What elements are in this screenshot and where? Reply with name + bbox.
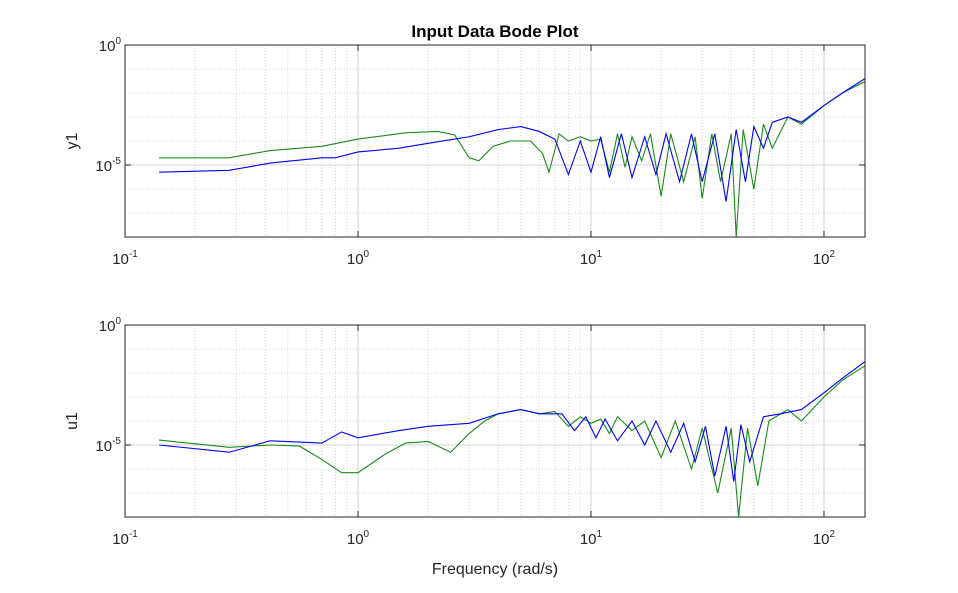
series-line-series_2	[158, 361, 865, 482]
axes-box	[124, 44, 866, 238]
x-tick-label: 101	[580, 249, 603, 268]
x-tick-label: 100	[347, 249, 370, 268]
x-tick-label-exponent: 1	[597, 249, 603, 260]
series-line-series_1	[158, 365, 865, 517]
x-tick-label: 102	[813, 249, 836, 268]
x-tick-label-exponent: 2	[830, 249, 836, 260]
y-tick-label-base: 10	[99, 318, 116, 335]
x-tick-label: 102	[813, 529, 836, 548]
y-tick-label: 100	[99, 316, 122, 335]
x-tick-label-exponent: 0	[364, 249, 370, 260]
chart-title: Input Data Bode Plot	[411, 22, 579, 41]
y-axis-label-y1: y1	[64, 132, 81, 149]
x-tick-label-base: 10	[813, 531, 830, 548]
axes-box	[124, 324, 866, 518]
x-tick-label-base: 10	[580, 251, 597, 268]
x-tick-label-exponent: 2	[830, 529, 836, 540]
y-axis-label-u1: u1	[64, 412, 81, 430]
x-tick-label: 10-1	[112, 529, 138, 548]
x-tick-label-base: 10	[580, 531, 597, 548]
series-line-series_2	[159, 78, 865, 202]
y-tick-label-base: 10	[95, 438, 112, 455]
y-tick-label-base: 10	[95, 158, 112, 175]
x-tick-label-base: 10	[112, 251, 129, 268]
y-tick-label: 100	[99, 36, 122, 55]
y-tick-label: 10-5	[95, 156, 121, 175]
x-tick-label-exponent: -1	[129, 529, 138, 540]
x-tick-label-base: 10	[347, 531, 364, 548]
x-tick-label-exponent: -1	[129, 249, 138, 260]
x-tick-label: 10-1	[112, 249, 138, 268]
x-tick-label-exponent: 0	[364, 529, 370, 540]
x-tick-label-base: 10	[347, 251, 364, 268]
x-tick-label: 101	[580, 529, 603, 548]
y-tick-label-exponent: 0	[115, 316, 121, 327]
x-tick-label-base: 10	[112, 531, 129, 548]
y-tick-label-exponent: 0	[115, 36, 121, 47]
y-tick-label-exponent: -5	[112, 436, 121, 447]
y-tick-label-base: 10	[99, 38, 116, 55]
x-tick-label-base: 10	[813, 251, 830, 268]
x-tick-label-exponent: 1	[597, 529, 603, 540]
y-tick-label-exponent: -5	[112, 156, 121, 167]
x-tick-label: 100	[347, 529, 370, 548]
y-tick-label: 10-5	[95, 436, 121, 455]
x-axis-label: Frequency (rad/s)	[432, 561, 558, 578]
